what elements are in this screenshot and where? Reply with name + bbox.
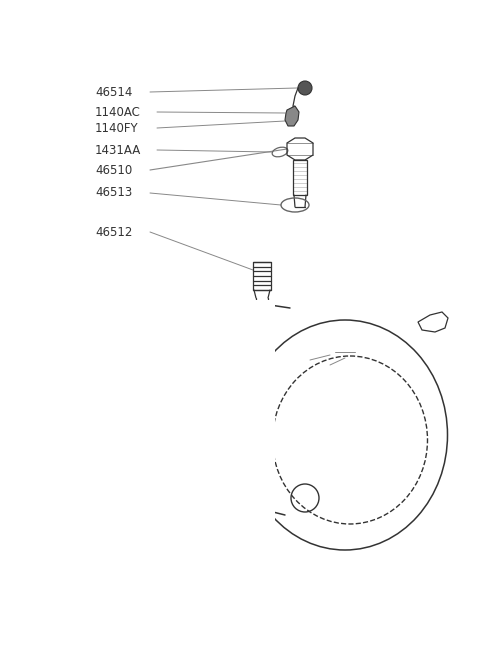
- Text: 46513: 46513: [95, 187, 132, 200]
- Bar: [293, 160, 307, 195]
- Text: 46510: 46510: [95, 164, 132, 177]
- Bar: [253, 262, 271, 290]
- Text: 46514: 46514: [95, 85, 132, 99]
- Bar: [0, 300, 260, 600]
- Text: 1140AC: 1140AC: [95, 106, 141, 118]
- Text: 46512: 46512: [95, 225, 132, 238]
- Text: 1431AA: 1431AA: [95, 143, 141, 156]
- Text: 1140FY: 1140FY: [95, 122, 139, 135]
- Polygon shape: [285, 106, 299, 126]
- Circle shape: [298, 81, 312, 95]
- Bar: [0, 300, 275, 610]
